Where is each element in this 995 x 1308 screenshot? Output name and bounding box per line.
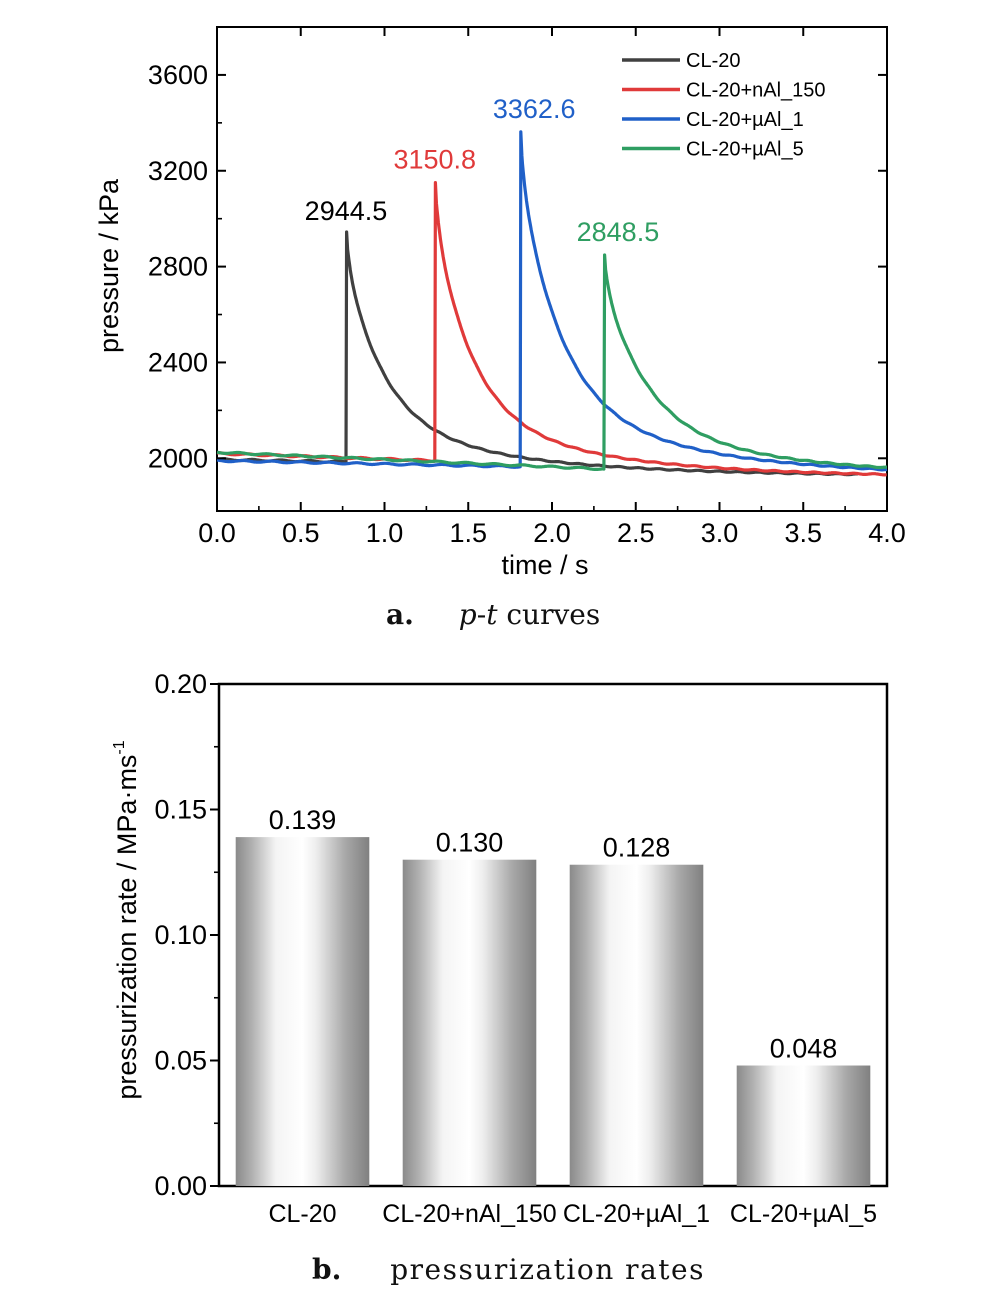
category-label-2: CL-20+µAl_1 bbox=[563, 1200, 710, 1228]
legend-label-2: CL-20+µAl_1 bbox=[686, 109, 804, 131]
x-tick-label: 3.5 bbox=[784, 518, 822, 548]
bar-value-label-1: 0.130 bbox=[436, 828, 504, 858]
y-tick-label: 3600 bbox=[148, 60, 208, 90]
legend-label-1: CL-20+nAl_150 bbox=[686, 80, 826, 102]
x-tick-label: 4.0 bbox=[868, 518, 906, 548]
bar-value-label-0: 0.139 bbox=[269, 805, 337, 835]
series-line-2 bbox=[216, 130, 888, 472]
x-tick-label: 0.5 bbox=[282, 518, 320, 548]
tick-layer: 0.0 0.5 1.0 1.5 2.0 2.5 3.0 3.5 4.0 2000 2400 2800 3… bbox=[148, 27, 906, 548]
x-tick-label: 3.0 bbox=[701, 518, 739, 548]
caption-a-rest: curves bbox=[497, 598, 600, 631]
bar-0 bbox=[235, 837, 370, 1186]
caption-a-p: p bbox=[459, 598, 477, 631]
y-tick-label: 3200 bbox=[148, 156, 208, 186]
y-tick-label-b: 0.00 bbox=[154, 1171, 207, 1201]
y-axis-title: pressure / kPa bbox=[94, 178, 124, 353]
bar-3 bbox=[736, 1065, 871, 1186]
tick-layer-b: CL-20 CL-20+nAl_150 CL-20+µAl_1 CL-20+µAl_5… bbox=[154, 669, 877, 1228]
y-tick-label-b: 0.10 bbox=[154, 920, 207, 950]
x-tick-label: 2.0 bbox=[533, 518, 571, 548]
bar-value-label-3: 0.048 bbox=[770, 1034, 838, 1064]
y-tick-label-b: 0.05 bbox=[154, 1046, 207, 1076]
caption-a-t: t bbox=[486, 598, 498, 631]
bar-layer: 0.139 0.130 0.128 0.048 bbox=[235, 805, 871, 1186]
category-label-3: CL-20+µAl_5 bbox=[730, 1200, 877, 1228]
y-axis-title-b: pressurization rate / MPa·ms-1 bbox=[111, 740, 142, 1099]
series-line-3 bbox=[216, 253, 888, 471]
y-tick-label: 2800 bbox=[148, 252, 208, 282]
caption-b-text: pressurization rates bbox=[390, 1253, 705, 1286]
x-tick-label: 1.0 bbox=[366, 518, 404, 548]
legend-label-3: CL-20+µAl_5 bbox=[686, 139, 804, 161]
caption-a-label: a. bbox=[386, 598, 414, 631]
bar-value-label-2: 0.128 bbox=[603, 833, 671, 863]
y-tick-label-b: 0.20 bbox=[154, 669, 207, 699]
x-tick-label: 2.5 bbox=[617, 518, 655, 548]
x-axis-title: time / s bbox=[501, 550, 588, 580]
caption-b-label: b. bbox=[312, 1253, 341, 1286]
category-label-1: CL-20+nAl_150 bbox=[382, 1200, 556, 1228]
pressure-time-chart: 0.0 0.5 1.0 1.5 2.0 2.5 3.0 3.5 4.0 2000 2400 2800 3… bbox=[94, 26, 906, 631]
peak-label-0: 2944.5 bbox=[305, 196, 388, 226]
category-label-0: CL-20 bbox=[268, 1200, 336, 1228]
bar-1 bbox=[402, 859, 537, 1186]
y-axis-title-b-sup: -1 bbox=[111, 740, 128, 754]
series-line-1 bbox=[216, 181, 888, 477]
svg-text:a. p-t curves: a. p-t curves bbox=[386, 598, 600, 631]
peak-label-2: 3362.6 bbox=[493, 94, 576, 124]
y-tick-label: 2000 bbox=[148, 443, 208, 473]
peak-label-1: 3150.8 bbox=[393, 145, 476, 175]
caption-a-dash: - bbox=[477, 598, 486, 631]
legend: CL-20 CL-20+nAl_150 CL-20+µAl_1 CL-20+µAl_5 bbox=[622, 50, 826, 161]
caption-b: b. pressurization rates bbox=[312, 1253, 705, 1286]
svg-text:b. pressurization rate: b. pressurization rates bbox=[312, 1253, 705, 1286]
y-tick-label: 2400 bbox=[148, 347, 208, 377]
series-line-0 bbox=[216, 230, 860, 477]
bar-2 bbox=[569, 864, 704, 1186]
y-axis-title-b-main: pressurization rate / MPa·ms bbox=[112, 755, 142, 1100]
legend-label-0: CL-20 bbox=[686, 50, 740, 72]
x-tick-label: 1.5 bbox=[449, 518, 487, 548]
x-tick-label: 0.0 bbox=[198, 518, 236, 548]
y-tick-label-b: 0.15 bbox=[154, 795, 207, 825]
caption-a: a. p-t curves bbox=[386, 598, 600, 631]
peak-label-3: 2848.5 bbox=[577, 217, 660, 247]
curve-layer bbox=[216, 130, 888, 477]
